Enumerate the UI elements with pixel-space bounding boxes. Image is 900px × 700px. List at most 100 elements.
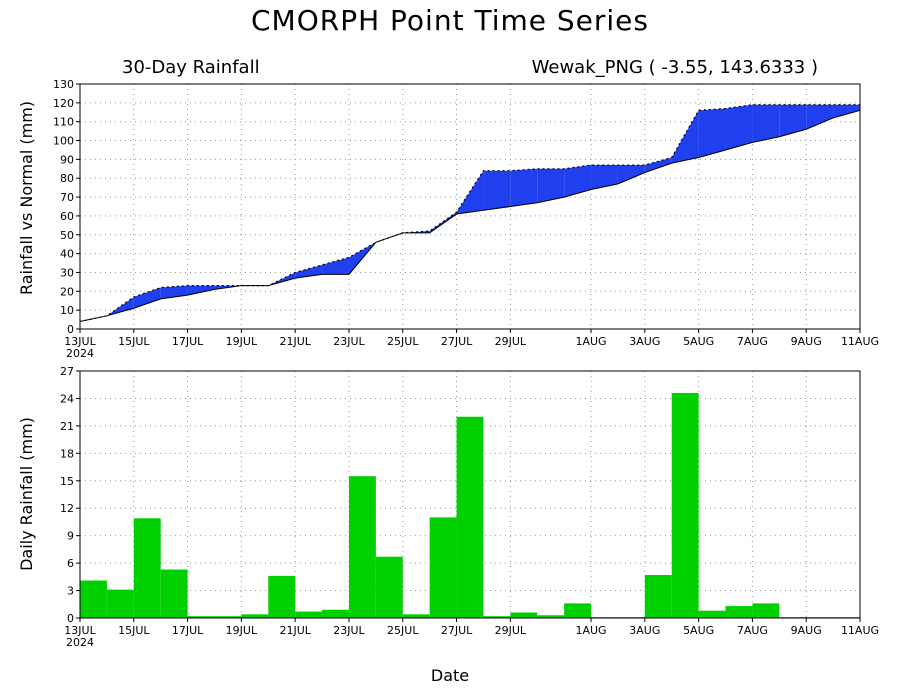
above-normal-fill [698, 108, 726, 158]
y-tick-label: 90 [60, 153, 74, 166]
y-tick-label: 9 [67, 530, 74, 543]
above-normal-fill [725, 104, 753, 150]
x-tick-label: 25JUL [387, 335, 419, 348]
x-tick-label: 1AUG [575, 335, 606, 348]
panel1-subtitle-right: Wewak_PNG ( -3.55, 143.6333 ) [532, 57, 818, 78]
daily-rainfall-bar [322, 609, 349, 618]
x-tick-label: 17JUL [172, 624, 204, 637]
above-normal-fill [779, 104, 807, 137]
x-tick-label: 17JUL [172, 335, 204, 348]
x-tick-label: 9AUG [791, 335, 822, 348]
daily-rainfall-bar [268, 575, 296, 618]
x-tick-label: 3AUG [629, 335, 660, 348]
panel1-subtitle-left: 30-Day Rainfall [122, 57, 260, 78]
daily-rainfall-bar [348, 476, 376, 618]
plot-frame [79, 83, 861, 330]
y-tick-label: 110 [53, 116, 74, 129]
x-axis-label: Date [431, 666, 469, 685]
y-tick-label: 24 [60, 392, 74, 405]
actual-rainfall-line [79, 104, 860, 323]
x-tick-label: 19JUL [226, 624, 258, 637]
y-tick-label: 120 [53, 97, 74, 110]
x-tick-label: 27JUL [441, 335, 473, 348]
normal-rainfall-line [79, 109, 861, 322]
x-tick-label: 23JUL [333, 624, 365, 637]
x-tick-year: 2024 [66, 636, 94, 649]
above-normal-fill [106, 296, 134, 316]
x-tick-label: 7AUG [737, 624, 768, 637]
above-normal-fill [806, 104, 834, 130]
x-tick-label: 9AUG [791, 624, 822, 637]
above-normal-fill [564, 165, 592, 198]
daily-rainfall-bar [429, 517, 457, 618]
y-tick-label: 20 [60, 285, 74, 298]
y-tick-label: 130 [53, 78, 74, 91]
x-tick-label: 27JUL [441, 624, 473, 637]
y-tick-label: 60 [60, 210, 74, 223]
y-tick-label: 27 [60, 365, 74, 378]
y-tick-label: 0 [67, 323, 74, 336]
above-normal-fill [752, 104, 780, 143]
daily-rainfall-bar [241, 614, 269, 618]
above-normal-fill [537, 168, 565, 203]
daily-rainfall-bar [214, 616, 242, 618]
x-tick-label: 21JUL [279, 335, 311, 348]
above-normal-fill [187, 285, 215, 296]
daily-rainfall-bar [644, 575, 672, 618]
y-tick-label: 80 [60, 172, 74, 185]
plot-frame [79, 370, 861, 619]
above-normal-fill [591, 165, 618, 190]
daily-rainfall-bar [537, 615, 565, 618]
above-normal-fill [268, 272, 296, 286]
above-normal-fill [483, 170, 511, 211]
y-tick-label: 12 [60, 502, 74, 515]
daily-rainfall-bar [698, 610, 726, 618]
x-tick-label: 5AUG [683, 335, 714, 348]
daily-rainfall-bar [725, 606, 753, 618]
daily-rainfall-bar [295, 611, 323, 618]
x-tick-label: 15JUL [118, 335, 150, 348]
figure-title: CMORPH Point Time Series [251, 4, 649, 37]
y-tick-label: 40 [60, 248, 74, 261]
daily-rainfall-bar [510, 612, 538, 618]
x-tick-label: 29JUL [495, 335, 527, 348]
above-normal-fill [617, 165, 645, 184]
y-tick-label: 3 [67, 585, 74, 598]
daily-rainfall-bar [80, 580, 107, 618]
daily-rainfall-bar [375, 556, 403, 618]
x-tick-label: 21JUL [279, 624, 311, 637]
daily-rainfall-bar [671, 392, 699, 618]
x-tick-label: 23JUL [333, 335, 365, 348]
daily-rainfall-bar [752, 603, 780, 618]
x-tick-label: 7AUG [737, 335, 768, 348]
x-tick-label: 13JUL [64, 624, 96, 637]
x-tick-label: 1AUG [575, 624, 606, 637]
x-tick-label: 29JUL [495, 624, 527, 637]
y-tick-label: 50 [60, 229, 74, 242]
above-normal-fill [510, 168, 538, 207]
panel1-ylabel: Rainfall vs Normal (mm) [17, 101, 36, 295]
above-normal-fill [833, 104, 860, 118]
daily-rainfall-bar [483, 616, 511, 618]
y-tick-label: 10 [60, 304, 74, 317]
y-tick-label: 100 [53, 135, 74, 148]
x-tick-label: 3AUG [629, 624, 660, 637]
x-tick-label: 11AUG [841, 624, 879, 637]
above-normal-fill [322, 257, 349, 275]
above-normal-fill [133, 287, 161, 309]
y-tick-label: 70 [60, 191, 74, 204]
y-tick-label: 21 [60, 420, 74, 433]
x-tick-label: 5AUG [683, 624, 714, 637]
daily-rainfall-bar [564, 603, 592, 618]
y-tick-label: 15 [60, 475, 74, 488]
x-tick-label: 15JUL [118, 624, 150, 637]
y-tick-label: 18 [60, 447, 74, 460]
panel2-ylabel: Daily Rainfall (mm) [17, 417, 36, 571]
y-tick-label: 30 [60, 266, 74, 279]
daily-rainfall-panel: 0 3 6 9 12 15 18 21 24 27 13JUL 15JUL 17JUL 19JUL 21JU… [60, 365, 879, 649]
cumulative-rainfall-panel: 0 10 20 30 40 50 60 70 80 90 100 110 120 130 13JUL 15JU… [53, 78, 879, 360]
daily-rainfall-bar [187, 616, 215, 618]
daily-rainfall-bar [456, 416, 484, 618]
x-tick-label: 11AUG [841, 335, 879, 348]
